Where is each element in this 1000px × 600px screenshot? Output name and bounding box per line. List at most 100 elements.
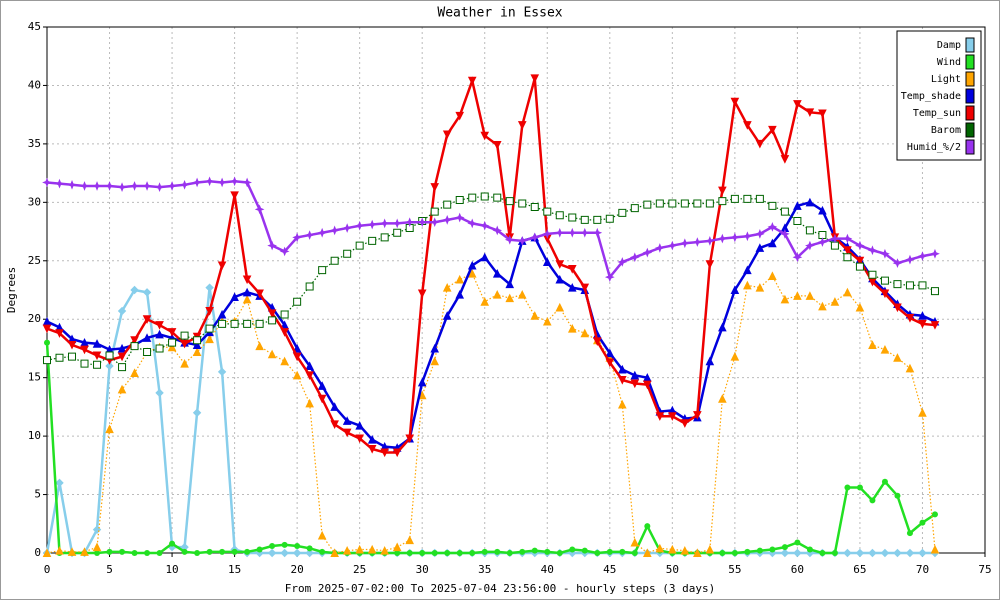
y-tick-label: 10: [28, 429, 41, 442]
y-tick-label: 25: [28, 254, 41, 267]
marker: [93, 360, 102, 369]
marker: [793, 100, 802, 109]
marker: [342, 223, 353, 233]
marker: [668, 412, 677, 421]
marker: [219, 548, 226, 555]
y-tick-label: 40: [28, 78, 41, 91]
marker: [367, 219, 378, 230]
marker: [569, 546, 576, 553]
marker: [818, 109, 827, 119]
marker: [168, 338, 177, 347]
marker: [80, 345, 89, 355]
marker: [317, 394, 327, 404]
marker: [705, 260, 715, 269]
marker: [130, 368, 139, 377]
marker: [355, 420, 364, 430]
marker: [506, 550, 513, 556]
marker: [167, 181, 177, 191]
marker: [755, 139, 765, 149]
marker: [767, 222, 778, 232]
marker: [242, 294, 252, 304]
marker: [181, 548, 188, 555]
marker: [855, 256, 865, 266]
marker: [430, 183, 440, 192]
marker: [730, 352, 740, 361]
marker: [918, 311, 927, 320]
marker: [867, 245, 878, 256]
marker: [930, 248, 940, 259]
marker: [192, 408, 202, 417]
marker: [693, 411, 702, 420]
marker: [355, 434, 364, 444]
marker: [342, 428, 352, 438]
marker: [467, 260, 477, 270]
marker: [806, 546, 813, 553]
marker: [430, 207, 439, 216]
marker: [918, 548, 927, 558]
marker: [169, 540, 176, 547]
marker: [217, 367, 227, 377]
marker: [468, 193, 477, 202]
marker: [117, 352, 127, 362]
marker: [844, 484, 851, 491]
marker: [180, 331, 189, 340]
marker: [880, 248, 890, 259]
marker: [267, 240, 277, 251]
marker: [430, 356, 440, 366]
marker: [55, 353, 64, 362]
marker: [567, 227, 578, 238]
marker: [292, 548, 302, 558]
marker: [368, 236, 377, 245]
marker: [831, 550, 838, 556]
marker: [480, 131, 490, 141]
marker: [793, 548, 802, 558]
marker: [355, 544, 364, 554]
marker: [805, 291, 815, 300]
marker: [417, 217, 428, 228]
marker: [680, 419, 690, 428]
marker: [642, 247, 653, 258]
x-tick-label: 25: [353, 563, 366, 576]
marker: [855, 302, 865, 312]
marker: [117, 384, 127, 394]
marker: [443, 200, 452, 209]
marker: [768, 125, 777, 135]
marker: [743, 194, 752, 203]
marker: [630, 537, 640, 547]
marker: [604, 272, 615, 282]
marker: [430, 343, 440, 353]
marker: [644, 523, 651, 530]
marker: [905, 314, 915, 323]
marker: [280, 356, 289, 366]
marker: [317, 381, 327, 390]
legend-swatch: [965, 122, 975, 138]
marker: [54, 178, 65, 189]
marker: [579, 227, 590, 238]
marker: [592, 227, 603, 238]
marker: [392, 218, 403, 229]
marker: [517, 121, 527, 130]
marker: [930, 321, 940, 330]
marker: [918, 319, 927, 329]
marker: [793, 201, 802, 210]
marker: [67, 547, 77, 556]
marker: [192, 340, 202, 349]
marker: [429, 217, 440, 228]
marker: [869, 497, 876, 504]
marker: [630, 370, 640, 380]
marker: [118, 363, 127, 372]
marker: [330, 256, 339, 265]
marker: [755, 194, 764, 203]
marker: [143, 347, 152, 356]
marker: [119, 548, 126, 555]
marker: [294, 542, 301, 549]
marker: [918, 408, 927, 417]
marker: [505, 279, 515, 289]
marker: [743, 265, 752, 275]
marker: [492, 269, 502, 278]
marker: [693, 199, 702, 208]
marker: [905, 548, 915, 558]
marker: [769, 546, 776, 553]
y-tick-label: 15: [28, 371, 41, 384]
marker: [718, 394, 727, 403]
